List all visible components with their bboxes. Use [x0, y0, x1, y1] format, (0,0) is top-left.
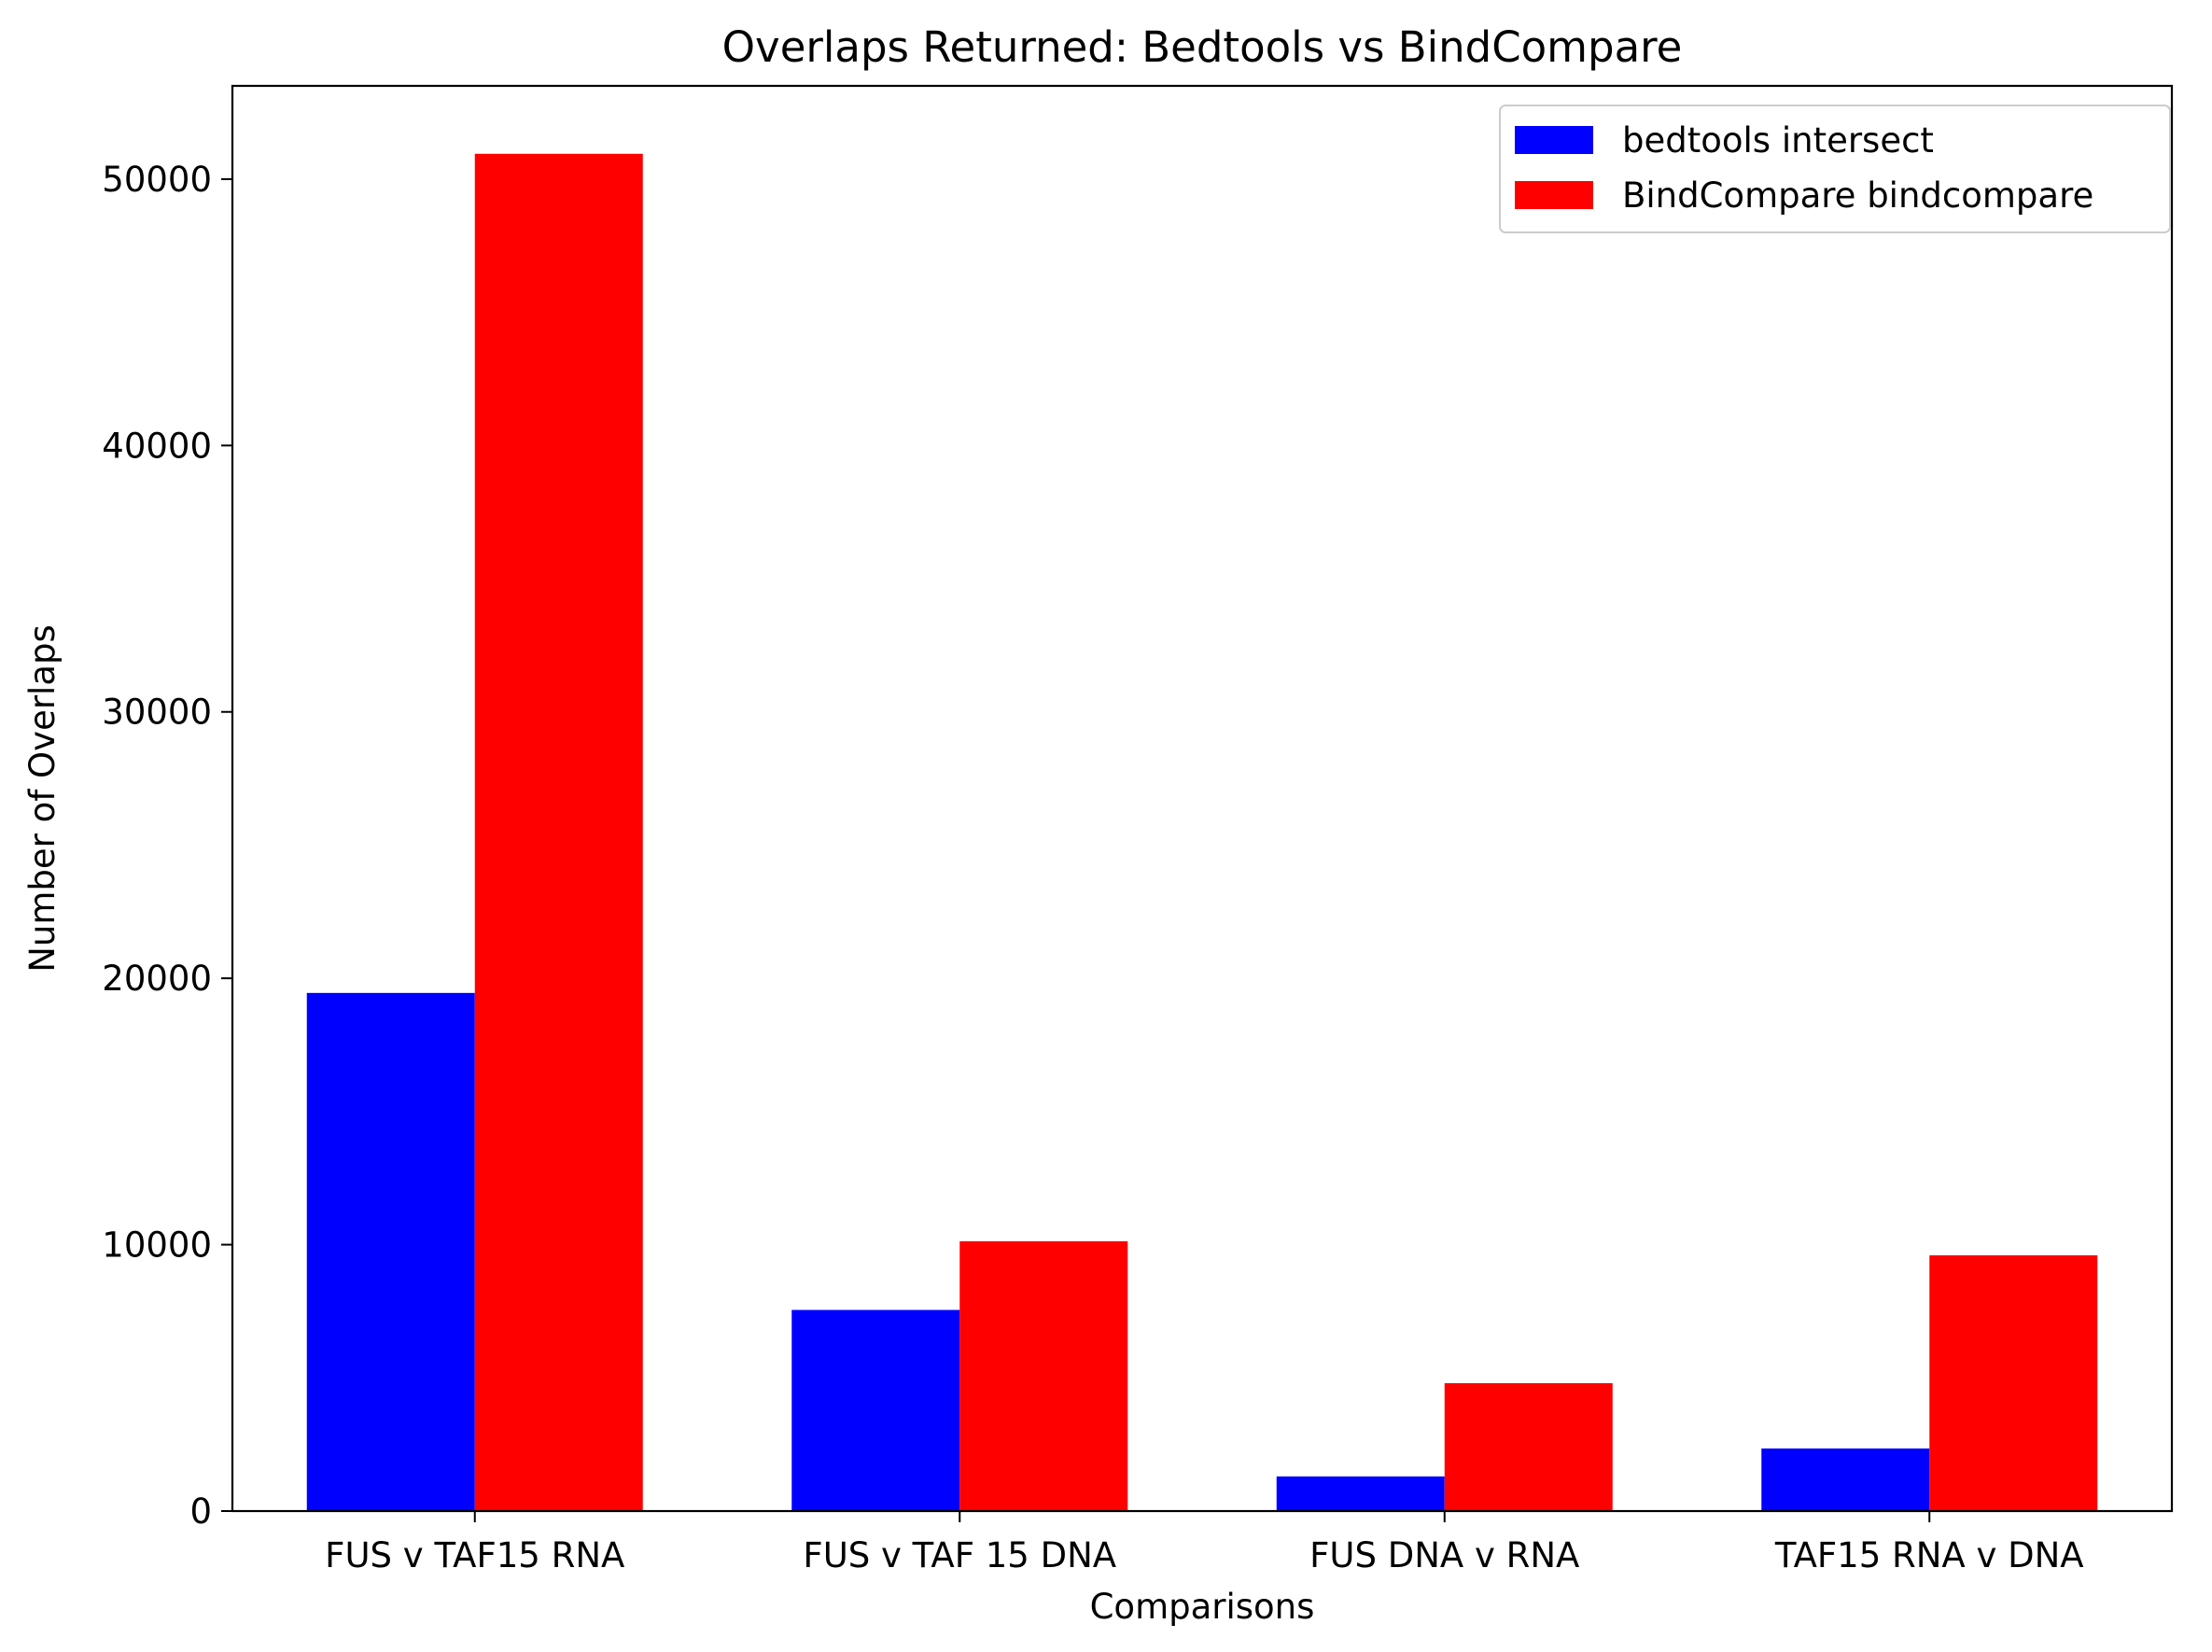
bars-group	[306, 153, 2098, 1512]
x-tick-label: FUS v TAF 15 DNA	[803, 1535, 1116, 1575]
y-tick-label: 50000	[102, 160, 212, 200]
bar-bedtools-3	[1761, 1448, 1930, 1511]
x-tick-label: FUS v TAF15 RNA	[325, 1535, 624, 1575]
y-axis: 0 10000 20000 30000 40000 50000	[102, 160, 232, 1532]
x-tick-label: FUS DNA v RNA	[1309, 1535, 1579, 1575]
y-tick-label: 30000	[102, 693, 212, 733]
y-tick-label: 0	[189, 1491, 212, 1532]
bar-bedtools-1	[791, 1309, 960, 1511]
bar-bindcompare-2	[1444, 1382, 1613, 1511]
legend-label-bedtools: bedtools intersect	[1622, 120, 1934, 161]
chart-title: Overlaps Returned: Bedtools vs BindCompa…	[722, 22, 1683, 72]
bar-bedtools-0	[306, 992, 475, 1511]
plot-frame	[231, 84, 2174, 1513]
legend: bedtools intersect BindCompare bindcompar…	[1499, 105, 2171, 233]
y-axis-label: Number of Overlaps	[22, 624, 63, 973]
x-axis: FUS v TAF15 RNA FUS v TAF 15 DNA FUS DNA v…	[325, 1511, 2084, 1575]
legend-label-bindcompare: BindCompare bindcompare	[1622, 175, 2093, 216]
y-tick-label: 20000	[102, 959, 212, 999]
bar-bedtools-2	[1276, 1476, 1445, 1511]
x-axis-label: Comparisons	[1090, 1587, 1315, 1627]
x-tick-label: TAF15 RNA v DNA	[1774, 1535, 2084, 1575]
y-tick-label: 40000	[102, 426, 212, 466]
bar-bindcompare-0	[474, 153, 643, 1512]
y-tick-label: 10000	[102, 1225, 212, 1266]
bar-bindcompare-1	[959, 1240, 1128, 1511]
legend-swatch-bindcompare	[1515, 181, 1593, 209]
bar-bindcompare-3	[1929, 1254, 2098, 1511]
legend-swatch-bedtools	[1515, 126, 1593, 154]
legend-box	[1499, 105, 2171, 233]
